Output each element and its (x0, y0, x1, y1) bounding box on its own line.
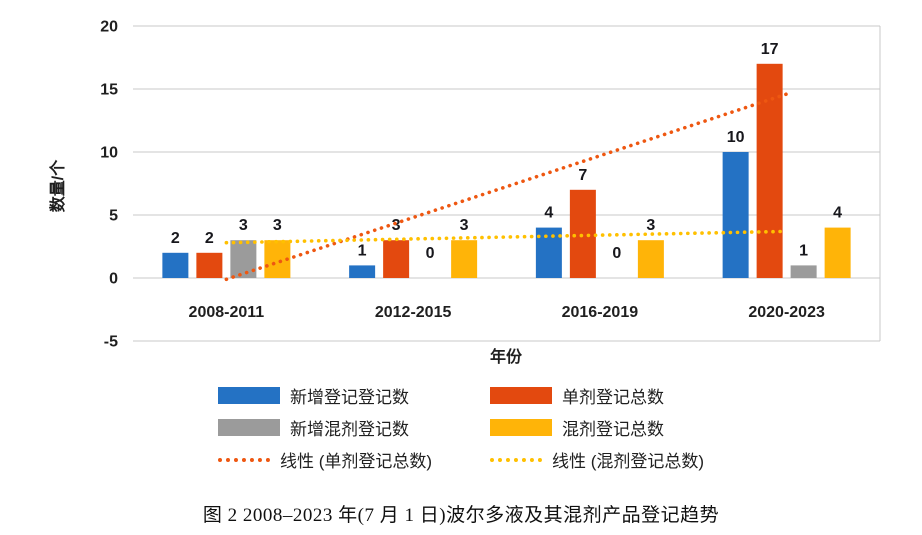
bar (637, 240, 664, 278)
legend-line-swatch (217, 457, 270, 462)
x-category-label: 2020-2023 (748, 304, 825, 321)
legend-label: 新增混剂登记数 (289, 420, 409, 439)
data-label: 1 (358, 242, 367, 259)
data-label: 0 (426, 245, 435, 262)
legend-line-swatch (489, 457, 542, 462)
x-category-label: 2008-2011 (189, 304, 265, 321)
y-tick-label: 20 (100, 19, 118, 36)
data-label: 1 (799, 242, 808, 259)
legend-item: 新增登记登记数 (217, 386, 490, 407)
bar (824, 227, 851, 278)
data-label: 3 (460, 217, 469, 234)
data-label: 3 (392, 217, 401, 234)
data-label: 2 (171, 230, 180, 247)
y-tick-label: 15 (100, 82, 118, 99)
legend-label: 线性 (单剂登记总数) (279, 452, 433, 471)
data-label: 2 (205, 230, 214, 247)
y-axis-title: 数量/个 (48, 159, 67, 212)
y-tick-label: 5 (109, 208, 118, 225)
data-label: 7 (578, 167, 587, 184)
bar (756, 63, 783, 278)
bar (349, 265, 376, 278)
bar (230, 240, 257, 278)
x-category-label: 2016-2019 (562, 304, 639, 321)
legend-label: 单剂登记总数 (561, 388, 664, 407)
legend-label: 线性 (混剂登记总数) (551, 452, 705, 471)
legend-item: 混剂登记总数 (489, 418, 704, 439)
legend-item: 线性 (单剂登记总数) (217, 450, 490, 471)
data-label: 4 (544, 205, 553, 222)
data-label: 17 (761, 41, 779, 58)
y-tick-label: 0 (109, 271, 118, 288)
x-category-label: 2012-2015 (375, 304, 452, 321)
bar (196, 252, 223, 278)
legend-label: 混剂登记总数 (561, 420, 664, 439)
bar (790, 265, 817, 278)
chart-legend: 新增登记登记数 单剂登记总数新增混剂登记数 混剂登记总数线性 (单剂登记总数) 线性 … (0, 386, 922, 471)
data-label: 10 (727, 129, 745, 146)
bar (162, 252, 189, 278)
data-label: 3 (273, 217, 282, 234)
y-tick-label: -5 (104, 334, 118, 351)
bar (451, 240, 478, 278)
y-tick-label: 10 (100, 145, 118, 162)
bar (569, 189, 596, 278)
legend-swatch (217, 387, 280, 404)
figure-caption: 图 2 2008–2023 年(7 月 1 日)波尔多液及其混剂产品登记趋势 (202, 505, 720, 526)
legend-swatch (489, 387, 552, 404)
x-axis-title: 年份 (490, 347, 523, 366)
trendline (224, 92, 789, 282)
data-label: 0 (612, 245, 621, 262)
legend-item: 单剂登记总数 (489, 386, 704, 407)
data-label: 3 (239, 217, 248, 234)
legend-item: 新增混剂登记数 (217, 418, 490, 439)
data-label: 3 (646, 217, 655, 234)
legend-item: 线性 (混剂登记总数) (489, 450, 705, 471)
bar (722, 152, 749, 278)
bar (383, 240, 410, 278)
legend-swatch (489, 419, 552, 436)
legend-label: 新增登记登记数 (289, 388, 409, 407)
trendline (224, 229, 789, 245)
data-label: 4 (833, 205, 842, 222)
legend-swatch (217, 419, 280, 436)
